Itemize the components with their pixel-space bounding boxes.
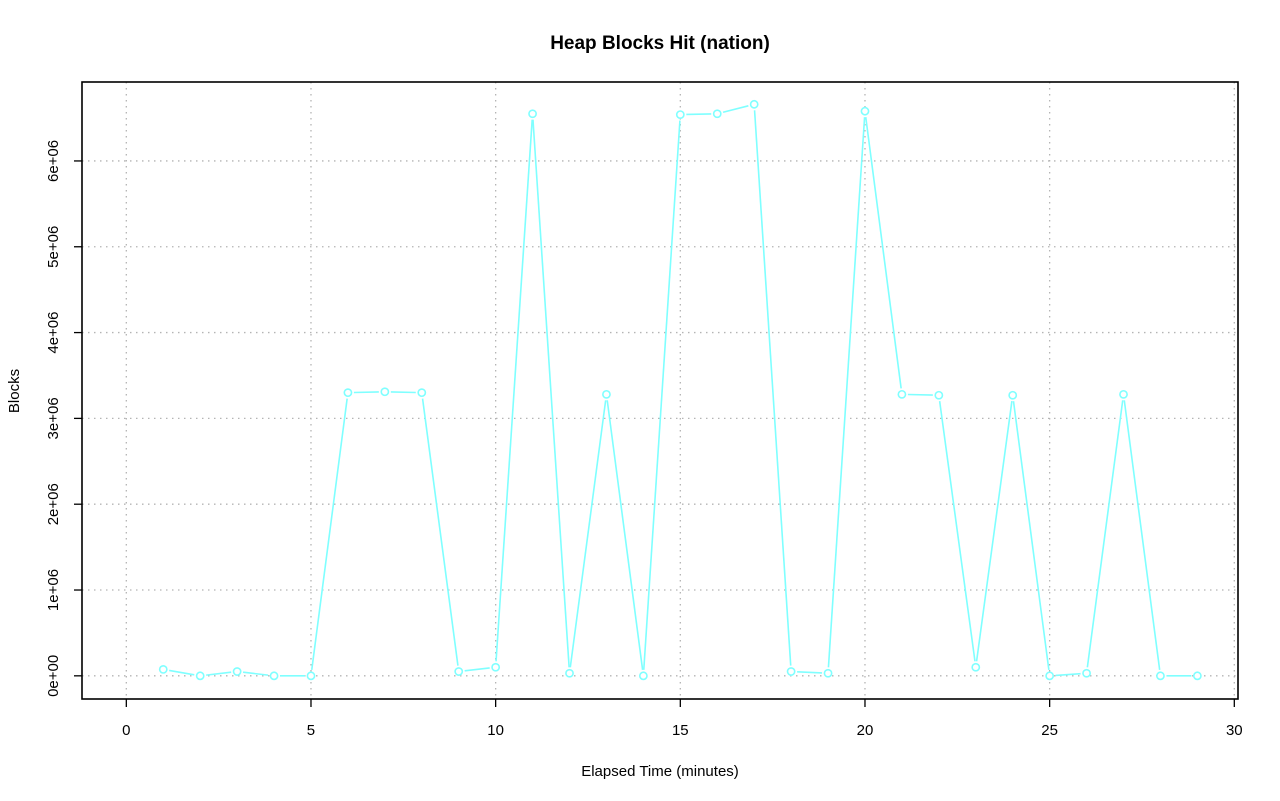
data-point <box>417 388 427 398</box>
series-line-segment <box>421 398 459 666</box>
y-axis-label: Blocks <box>6 369 23 413</box>
y-tick-label: 2e+06 <box>45 483 62 525</box>
series-line-segment <box>753 110 792 666</box>
series-line-segment <box>606 400 644 670</box>
data-point <box>749 99 759 109</box>
data-point <box>712 109 722 119</box>
series-line-segment <box>864 117 902 389</box>
y-tick-label: 3e+06 <box>45 397 62 439</box>
data-point <box>602 389 611 399</box>
series-line-segment <box>242 671 269 676</box>
data-point <box>1119 389 1128 399</box>
y-tick-label: 1e+06 <box>45 569 62 611</box>
series-line-segment <box>907 393 933 396</box>
x-axis-label: Elapsed Time (minutes) <box>581 763 739 780</box>
y-tick-label: 0e+00 <box>45 655 62 697</box>
data-point <box>565 668 574 678</box>
data-point <box>675 110 685 120</box>
x-tick-label: 0 <box>122 722 130 739</box>
x-tick-label: 30 <box>1226 722 1243 739</box>
x-tick-label: 5 <box>307 722 315 739</box>
series-layer <box>158 99 1202 681</box>
series-line-segment <box>1055 672 1081 677</box>
data-point <box>269 671 279 681</box>
y-tick-label: 4e+06 <box>45 312 62 354</box>
chart-title: Heap Blocks Hit (nation) <box>550 33 770 54</box>
x-tick-label: 20 <box>857 722 874 739</box>
data-point <box>786 667 796 676</box>
series-line-segment <box>686 113 712 116</box>
series-line-segment <box>1123 400 1161 670</box>
data-point <box>823 668 833 678</box>
series-line-segment <box>464 667 490 672</box>
series-line-segment <box>206 671 232 676</box>
series-line-segment <box>169 669 195 676</box>
grid <box>82 82 1238 699</box>
data-point <box>1156 671 1165 681</box>
data-point <box>1082 668 1091 678</box>
series-line-segment <box>642 120 681 670</box>
series-line-segment <box>495 119 533 662</box>
series-line-segment <box>827 117 866 668</box>
series-line-segment <box>569 400 607 668</box>
data-point <box>306 671 316 681</box>
data-point <box>1008 390 1018 400</box>
x-tick-label: 25 <box>1041 722 1058 739</box>
series-line-segment <box>310 398 348 670</box>
data-point <box>454 667 464 676</box>
series-line-segment <box>1012 401 1050 670</box>
data-point <box>528 109 537 119</box>
series-line-segment <box>390 391 416 394</box>
plot-area-frame <box>81 81 1239 700</box>
y-tick-label: 6e+06 <box>45 140 62 182</box>
series-line-segment <box>722 105 749 114</box>
series-line-segment <box>353 391 379 394</box>
series-line-segment <box>1086 400 1124 668</box>
x-axis: 0 5 10 15 20 25 30 <box>122 699 1243 739</box>
data-point <box>232 667 242 676</box>
data-point <box>158 664 168 674</box>
series-line-segment <box>532 119 570 668</box>
y-tick-label: 5e+06 <box>45 226 62 268</box>
data-point <box>380 387 390 397</box>
series-line-segment <box>975 401 1013 662</box>
data-point <box>971 662 981 672</box>
data-point <box>638 671 648 681</box>
data-point <box>1045 671 1055 681</box>
data-point <box>897 389 907 399</box>
x-tick-label: 10 <box>487 722 504 739</box>
y-axis: 0e+00 1e+06 2e+06 3e+06 4e+06 5e+06 6e+06 <box>45 140 82 697</box>
data-point <box>343 388 353 398</box>
series-line-segment <box>938 401 976 662</box>
data-point <box>1192 671 1202 681</box>
data-point <box>195 671 205 681</box>
data-point <box>860 106 870 116</box>
data-point <box>934 390 944 400</box>
x-tick-label: 15 <box>672 722 689 739</box>
series-line-segment <box>797 671 823 674</box>
data-point <box>491 662 501 672</box>
